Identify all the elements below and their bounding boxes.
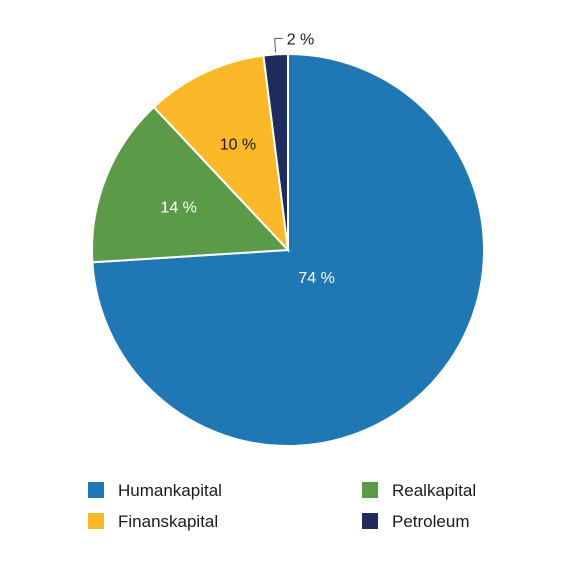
- legend-label-humankapital: Humankapital: [118, 481, 222, 500]
- pie-slice-realkapital: [91, 105, 291, 264]
- legend-swatch-realkapital: [362, 482, 378, 498]
- legend-label-finanskapital: Finanskapital: [118, 512, 218, 531]
- pie-slice-petroleum: [262, 52, 289, 251]
- slice-label-humankapital: 74 %: [298, 270, 334, 287]
- slice-label-petroleum: 2 %: [287, 31, 315, 48]
- legend-item-realkapital: Realkapital: [362, 481, 476, 500]
- legend-item-petroleum: Petroleum: [362, 512, 469, 531]
- pie-slice-finanskapital: [152, 54, 290, 253]
- legend-swatch-finanskapital: [88, 513, 104, 529]
- legend-swatch-petroleum: [362, 513, 378, 529]
- legend: Humankapital Realkapital Finanskapital Petr…: [88, 481, 476, 531]
- legend-label-petroleum: Petroleum: [392, 512, 469, 531]
- slice-label-finanskapital: 10 %: [220, 137, 256, 154]
- pie-slices: [91, 52, 485, 447]
- legend-label-realkapital: Realkapital: [392, 481, 476, 500]
- legend-item-humankapital: Humankapital: [88, 481, 222, 500]
- legend-swatch-humankapital: [88, 482, 104, 498]
- slice-label-realkapital: 14 %: [160, 200, 196, 217]
- leader-line-petroleum: [274, 37, 283, 53]
- slice-labels: 74 % 14 % 10 % 2 %: [160, 31, 334, 286]
- legend-item-finanskapital: Finanskapital: [88, 512, 218, 531]
